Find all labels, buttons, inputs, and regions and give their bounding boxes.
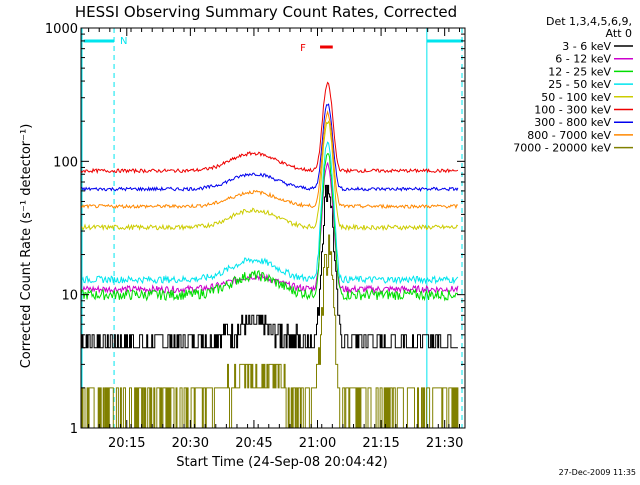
- legend-label-7: 800 - 7000 keV: [527, 129, 611, 142]
- series-line-4: [81, 120, 459, 232]
- series-line-1: [80, 162, 459, 295]
- x-tick-label: 20:45: [235, 436, 272, 451]
- y-tick-label: 10: [61, 289, 78, 304]
- flare-label: F: [300, 43, 306, 54]
- series-line-5: [80, 81, 459, 175]
- series-line-8: [81, 234, 459, 429]
- series-line-7: [80, 110, 459, 210]
- y-tick-label: 1: [70, 422, 78, 437]
- chart-title: HESSI Observing Summary Count Rates, Cor…: [75, 3, 457, 21]
- y-axis-label: Corrected Count Rate (s⁻¹ detector⁻¹): [19, 124, 34, 369]
- y-tick-label: 1000: [45, 22, 78, 37]
- x-tick-label: 20:30: [172, 436, 209, 451]
- x-tick-label: 21:00: [299, 436, 336, 451]
- y-tick-label: 100: [53, 155, 78, 170]
- legend-header-line2: Att 0: [606, 27, 632, 40]
- plot-frame: [80, 27, 466, 429]
- legend-label-6: 300 - 800 keV: [534, 116, 611, 129]
- series-line-2: [80, 153, 459, 302]
- series-line-6: [80, 103, 459, 192]
- footer-timestamp: 27-Dec-2009 11:35: [559, 468, 636, 477]
- x-tick-label: 21:30: [426, 436, 463, 451]
- legend-label-8: 7000 - 20000 keV: [513, 142, 611, 155]
- series-line-3: [80, 141, 459, 285]
- legend-label-2: 12 - 25 keV: [548, 65, 611, 78]
- series-line-0: [81, 184, 458, 349]
- legend-header-line1: Det 1,3,4,5,6,9,: [546, 15, 632, 28]
- night-label: N: [120, 36, 127, 47]
- x-axis-label: Start Time (24-Sep-08 20:04:42): [176, 455, 387, 470]
- series-layer: [80, 81, 459, 429]
- legend-label-4: 50 - 100 keV: [541, 91, 611, 104]
- legend-label-1: 6 - 12 keV: [555, 53, 611, 66]
- legend-label-0: 3 - 6 keV: [562, 40, 611, 53]
- legend-label-3: 25 - 50 keV: [548, 78, 611, 91]
- legend-label-5: 100 - 300 keV: [534, 104, 611, 117]
- x-tick-label: 21:15: [362, 436, 399, 451]
- axes: 1 10 100 1000 20:15 20:30 20:45 21:00 21:15 21:30: [45, 22, 466, 451]
- x-tick-label: 20:15: [108, 436, 145, 451]
- annotations: F: [300, 43, 333, 54]
